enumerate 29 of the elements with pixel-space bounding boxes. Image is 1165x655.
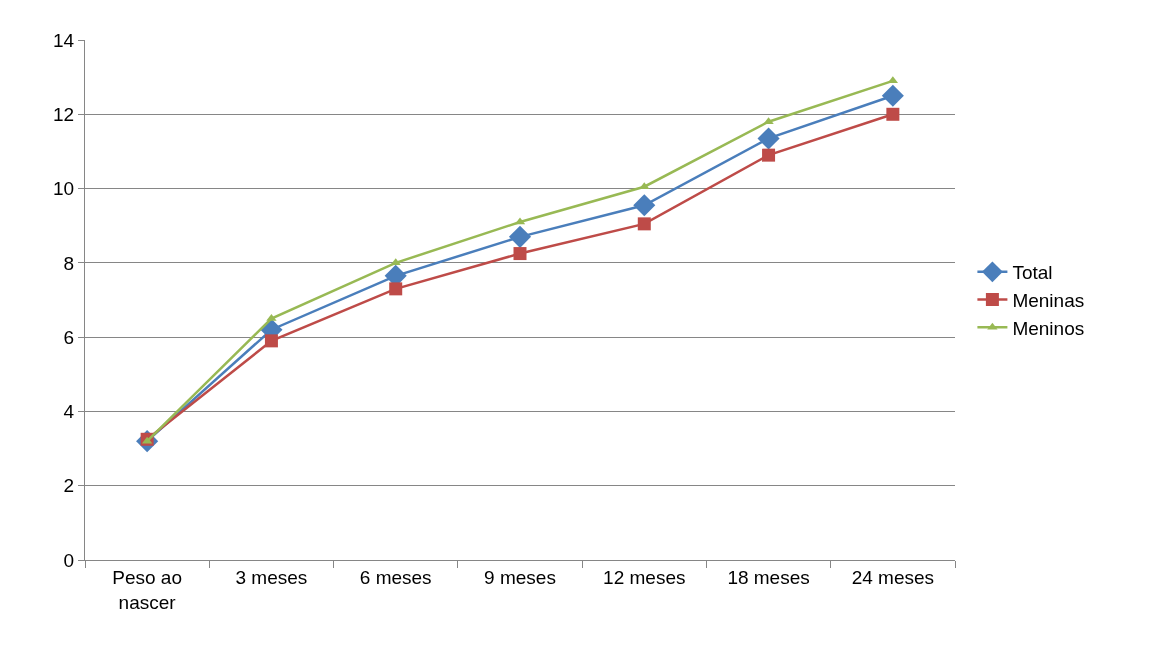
- y-tick-label: 8: [63, 252, 75, 274]
- x-tick-label: Peso ao nascer: [112, 566, 183, 613]
- x-tick-label: 18 meses: [727, 566, 810, 588]
- point: [762, 148, 776, 162]
- y-tick-label: 6: [63, 326, 75, 348]
- x-tick-label: 3 meses: [235, 566, 308, 588]
- point: [633, 194, 656, 217]
- legend-label: Meninos: [1012, 317, 1085, 339]
- point: [508, 225, 532, 248]
- point: [637, 217, 651, 231]
- y-tick-label: 14: [53, 29, 75, 51]
- x-tick-label: 12 meses: [603, 566, 686, 588]
- y-tick-label: 10: [53, 178, 75, 200]
- y-tick-label: 0: [63, 549, 75, 571]
- point: [881, 84, 904, 107]
- y-tick-label: 12: [53, 103, 75, 125]
- point: [513, 247, 527, 261]
- point: [264, 334, 278, 348]
- x-tick-label: 9 meses: [484, 566, 556, 588]
- point: [757, 127, 780, 150]
- x-tick-label: 6 meses: [359, 566, 432, 588]
- y-tick-label: 2: [63, 475, 75, 497]
- legend-label: Meninas: [1012, 289, 1085, 311]
- legend-label: Total: [1012, 262, 1053, 284]
- point: [886, 107, 900, 121]
- point: [390, 258, 401, 266]
- y-tick-label: 4: [63, 401, 75, 423]
- point: [389, 282, 403, 296]
- x-tick-label: 24 meses: [851, 566, 935, 588]
